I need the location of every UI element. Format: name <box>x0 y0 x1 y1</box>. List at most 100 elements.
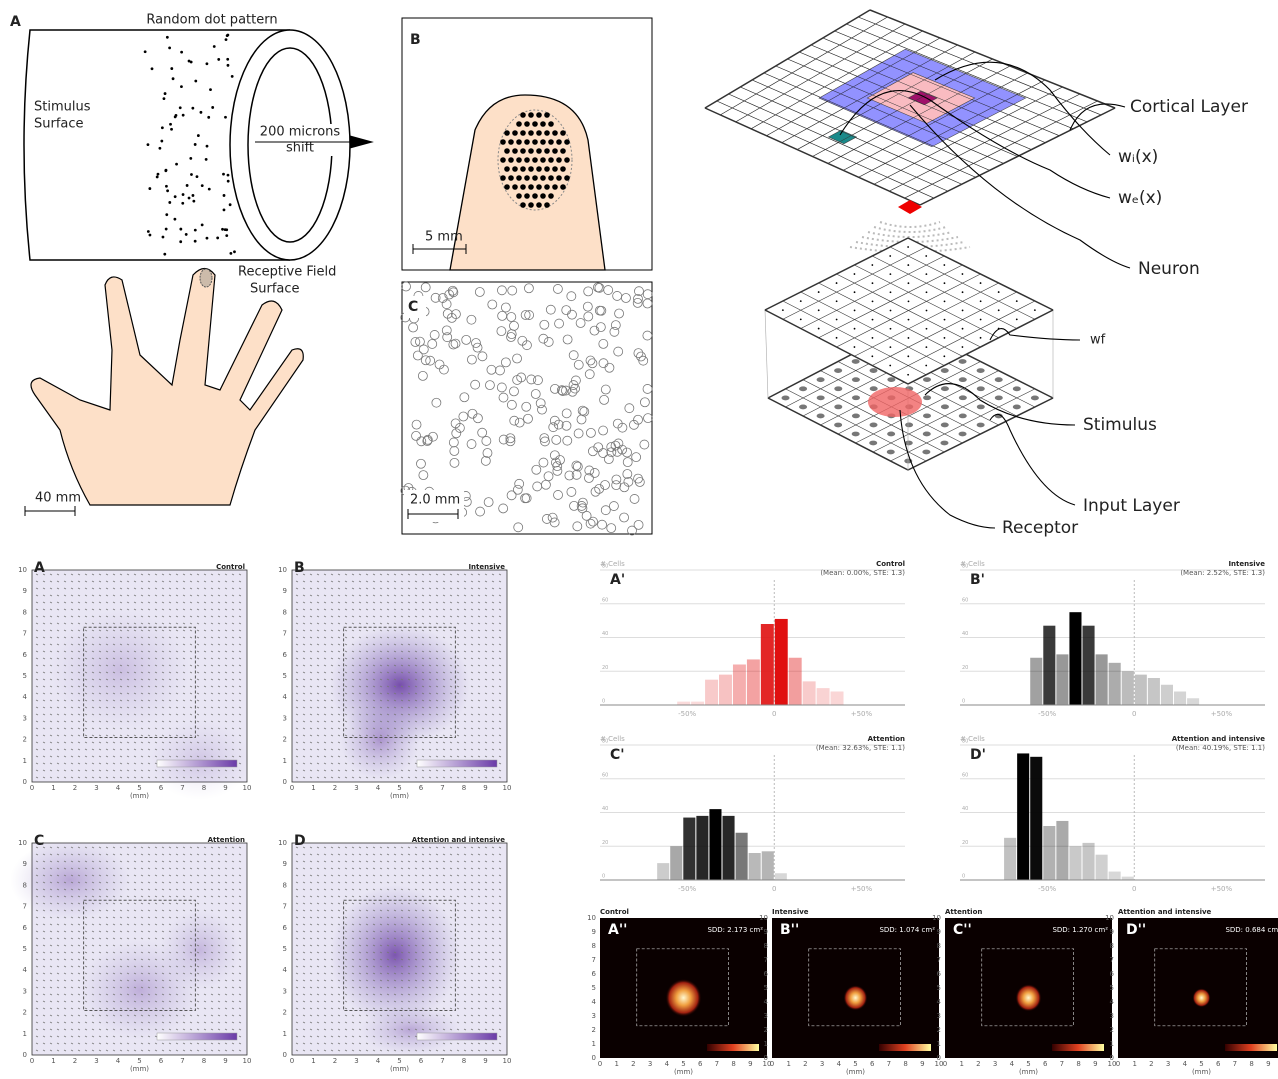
receptor-dot <box>958 413 967 419</box>
vector <box>91 664 95 667</box>
vector <box>189 979 193 982</box>
vector <box>168 608 172 611</box>
vector <box>49 587 53 590</box>
label: 0 <box>772 885 776 893</box>
vector <box>238 692 242 695</box>
label: Attention <box>945 908 982 916</box>
label: 9 <box>920 1060 924 1068</box>
label: 40 <box>602 631 608 637</box>
vector <box>238 678 242 681</box>
vector <box>63 1035 67 1038</box>
bar <box>1147 678 1160 705</box>
vector <box>84 580 88 583</box>
vector <box>154 993 158 996</box>
vector <box>56 1021 60 1024</box>
vector <box>393 608 397 611</box>
vector <box>295 580 299 583</box>
vector <box>456 706 460 709</box>
vector <box>309 643 313 646</box>
unit-dot <box>925 364 928 367</box>
vector <box>154 888 158 891</box>
vector <box>77 573 81 576</box>
vector <box>91 755 95 758</box>
vector <box>56 972 60 975</box>
vector <box>119 587 123 590</box>
vector <box>351 755 355 758</box>
bar <box>683 817 696 880</box>
vector <box>133 916 137 919</box>
dot-outline <box>561 420 572 431</box>
vector <box>133 664 137 667</box>
vector <box>84 1021 88 1024</box>
vector <box>456 643 460 646</box>
label: 7 <box>23 903 27 911</box>
dot <box>544 148 550 154</box>
vector <box>295 706 299 709</box>
vector <box>182 657 186 660</box>
vector <box>344 573 348 576</box>
vector <box>182 678 186 681</box>
vector <box>84 986 88 989</box>
vector <box>154 958 158 961</box>
vector <box>224 671 228 674</box>
vector <box>484 755 488 758</box>
vector <box>365 699 369 702</box>
vector <box>70 972 74 975</box>
vector <box>238 713 242 716</box>
vector <box>238 601 242 604</box>
vector <box>154 692 158 695</box>
vector <box>442 769 446 772</box>
bar <box>670 846 683 880</box>
vector <box>372 622 376 625</box>
vector <box>126 1007 130 1010</box>
vector <box>351 622 355 625</box>
vector <box>435 741 439 744</box>
vector <box>77 853 81 856</box>
vector <box>189 909 193 912</box>
vector <box>330 748 334 751</box>
grid-line <box>812 58 993 157</box>
dot <box>548 157 554 163</box>
vector <box>470 692 474 695</box>
vector <box>498 755 502 758</box>
vector <box>484 769 488 772</box>
vector <box>477 615 481 618</box>
label: Control <box>876 560 905 568</box>
vector <box>365 587 369 590</box>
vector <box>63 853 67 856</box>
vector <box>217 748 221 751</box>
vector <box>147 895 151 898</box>
vector <box>168 1028 172 1031</box>
vector <box>203 874 207 877</box>
vector <box>56 706 60 709</box>
vector <box>182 594 186 597</box>
vector <box>217 706 221 709</box>
vector <box>84 853 88 856</box>
vector <box>295 636 299 639</box>
dot-outline <box>420 282 431 293</box>
dot-outline <box>447 285 458 296</box>
vector <box>91 986 95 989</box>
vector <box>35 937 39 940</box>
vector <box>182 601 186 604</box>
vector <box>154 727 158 730</box>
vector <box>203 965 207 968</box>
vector <box>133 951 137 954</box>
vector <box>105 965 109 968</box>
dot <box>191 106 195 110</box>
vector <box>196 650 200 653</box>
dot-outline <box>639 439 650 450</box>
vector <box>442 657 446 660</box>
vector <box>400 636 404 639</box>
vector <box>35 909 39 912</box>
vector <box>126 874 130 877</box>
vector <box>365 720 369 723</box>
vector <box>456 573 460 576</box>
vector <box>56 748 60 751</box>
vector <box>351 580 355 583</box>
unit-dot <box>943 318 946 321</box>
vector <box>449 776 453 779</box>
vector <box>182 580 186 583</box>
dot-outline <box>562 334 573 345</box>
receptor-dot <box>887 431 896 437</box>
